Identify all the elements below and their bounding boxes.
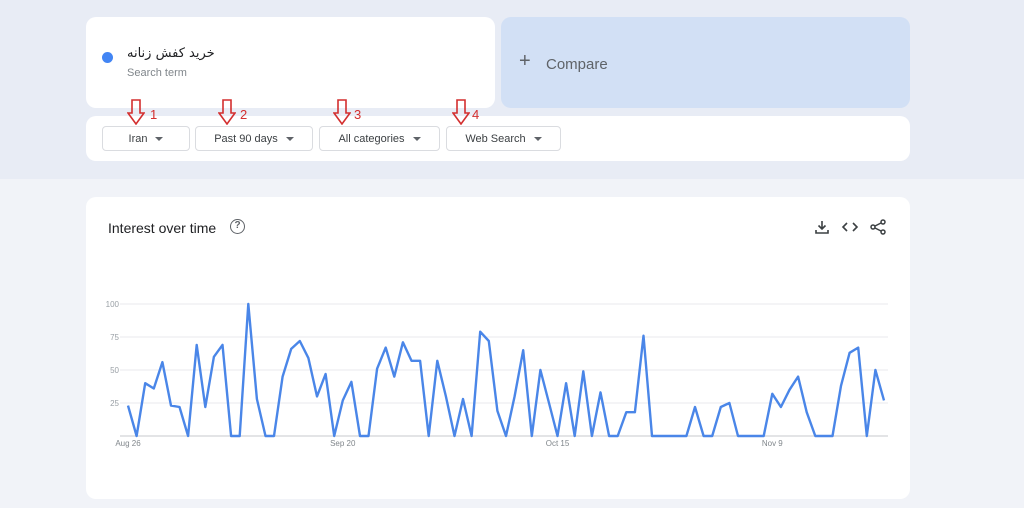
y-tick-label: 100: [106, 300, 120, 309]
download-icon[interactable]: [813, 218, 831, 236]
time-range-select[interactable]: Past 90 days: [195, 126, 313, 151]
annotation-number: 2: [240, 107, 248, 122]
dropdown-caret-icon: [533, 136, 542, 141]
help-icon[interactable]: ?: [230, 219, 245, 234]
x-tick-label: Aug 26: [115, 439, 141, 448]
dropdown-caret-icon: [285, 136, 294, 141]
annotation-arrow-icon: [452, 99, 470, 125]
chart-title: Interest over time: [108, 220, 217, 236]
annotation-arrow-icon: [127, 99, 145, 125]
series-color-dot: [102, 52, 113, 63]
region-value: Iran: [128, 132, 148, 145]
annotation-arrow-icon: [218, 99, 236, 125]
filter-bar: Iran Past 90 days All categories Web Sea…: [86, 116, 910, 161]
annotation-arrow-icon: [333, 99, 351, 125]
search-term-name[interactable]: خرید کفش زنانه: [127, 46, 215, 61]
x-tick-label: Nov 9: [762, 439, 783, 448]
search-type-select[interactable]: Web Search: [446, 126, 561, 151]
search-term-label: Search term: [127, 67, 187, 79]
share-icon[interactable]: [869, 218, 887, 236]
dropdown-caret-icon: [412, 136, 421, 141]
y-tick-label: 75: [110, 333, 119, 342]
annotation-number: 1: [150, 107, 158, 122]
y-tick-label: 25: [110, 399, 119, 408]
time-range-value: Past 90 days: [214, 132, 278, 145]
annotation-number: 4: [472, 107, 480, 122]
x-tick-label: Sep 20: [330, 439, 356, 448]
compare-button[interactable]: + Compare: [501, 17, 910, 108]
embed-code-icon[interactable]: [841, 218, 859, 236]
compare-label: Compare: [546, 56, 608, 73]
dropdown-caret-icon: [155, 136, 164, 141]
category-select[interactable]: All categories: [319, 126, 440, 151]
x-tick-label: Oct 15: [546, 439, 570, 448]
plus-icon: +: [519, 50, 531, 72]
search-term-card[interactable]: خرید کفش زنانه Search term: [86, 17, 495, 108]
category-value: All categories: [338, 132, 405, 145]
annotation-number: 3: [354, 107, 362, 122]
y-tick-label: 50: [110, 366, 119, 375]
region-select[interactable]: Iran: [102, 126, 190, 151]
search-type-value: Web Search: [465, 132, 526, 145]
